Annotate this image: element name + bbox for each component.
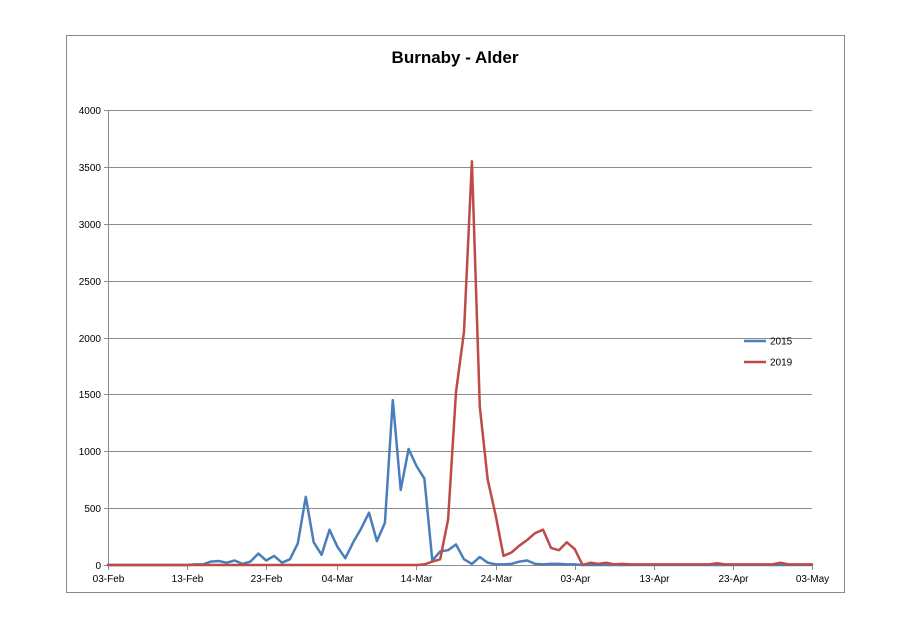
x-tick-label: 13-Apr (639, 574, 670, 585)
y-tick-label: 1500 (79, 390, 102, 401)
legend-label-2019: 2019 (770, 358, 793, 369)
legend-label-2015: 2015 (770, 337, 793, 348)
x-tick-label: 14-Mar (401, 574, 433, 585)
x-tick-label: 03-Feb (93, 574, 125, 585)
legend: 2015 2019 (744, 337, 793, 369)
x-tick-label: 04-Mar (322, 574, 354, 585)
chart-frame (66, 35, 845, 593)
y-tick-label: 3000 (79, 220, 102, 231)
y-tick-label: 4000 (79, 106, 102, 117)
series-line-2015 (106, 398, 814, 567)
y-tick-label: 2500 (79, 277, 102, 288)
x-tick-label: 03-Apr (560, 574, 591, 585)
x-tick-label: 13-Feb (172, 574, 204, 585)
x-tick-label: 24-Mar (481, 574, 513, 585)
y-tick-label: 3500 (79, 163, 102, 174)
y-tick-label: 1000 (79, 447, 102, 458)
x-tick-label: 03-May (796, 574, 829, 585)
y-tick-label: 0 (95, 561, 101, 572)
x-tick-label: 23-Apr (718, 574, 749, 585)
gridlines (108, 110, 812, 509)
y-tick-label: 500 (84, 504, 101, 515)
series-line-2019 (106, 159, 814, 567)
chart-title: Burnaby - Alder (392, 48, 519, 67)
x-tick-label: 23-Feb (251, 574, 283, 585)
y-tick-label: 2000 (79, 334, 102, 345)
series-lines (106, 159, 814, 567)
